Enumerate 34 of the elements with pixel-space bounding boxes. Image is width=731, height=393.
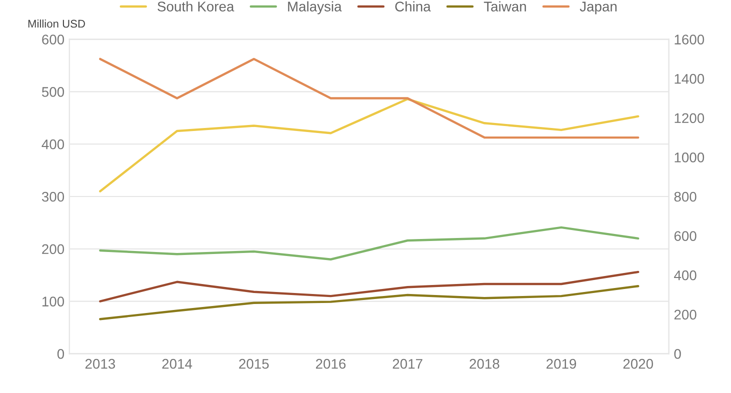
x-tick-label: 2013 [85, 358, 116, 369]
x-tick-label: 2014 [162, 358, 192, 369]
y2-tick-label: 1600 [674, 34, 704, 44]
legend-label: Malaysia [288, 1, 342, 14]
x-tick-label: 2020 [623, 358, 654, 369]
y2-tick-label: 1400 [674, 74, 704, 84]
y2-tick-label: 600 [674, 231, 696, 241]
y2-tick-label: 800 [674, 192, 696, 202]
y2-tick-label: 200 [674, 310, 696, 320]
x-tick-label: 2018 [470, 358, 500, 369]
y-tick-label: 0 [57, 349, 64, 359]
legend-label: South Korea [158, 1, 234, 12]
x-tick-label: 2016 [316, 358, 346, 369]
legend-label: China [395, 1, 431, 12]
y-axis-title: Million USD [28, 20, 85, 28]
y2-tick-label: 0 [674, 349, 681, 359]
legend-label: Taiwan [484, 1, 526, 12]
x-tick-label: 2017 [392, 358, 422, 369]
y-tick-label: 200 [42, 244, 64, 254]
x-tick-label: 2015 [239, 358, 269, 369]
y-tick-label: 600 [42, 34, 64, 44]
legend-label: Japan [580, 2, 617, 14]
line-series [99, 270, 640, 302]
line-series [99, 284, 640, 320]
y-tick-label: 500 [42, 87, 64, 97]
line-series [99, 226, 640, 260]
y2-tick-label: 1200 [674, 113, 704, 124]
x-tick-label: 2019 [546, 358, 576, 369]
y-tick-label: 400 [42, 139, 64, 150]
y-tick-label: 300 [42, 192, 64, 202]
line-series [99, 98, 640, 192]
y2-tick-label: 400 [674, 270, 696, 280]
y2-tick-label: 1000 [674, 152, 704, 162]
y-tick-label: 100 [42, 296, 64, 306]
